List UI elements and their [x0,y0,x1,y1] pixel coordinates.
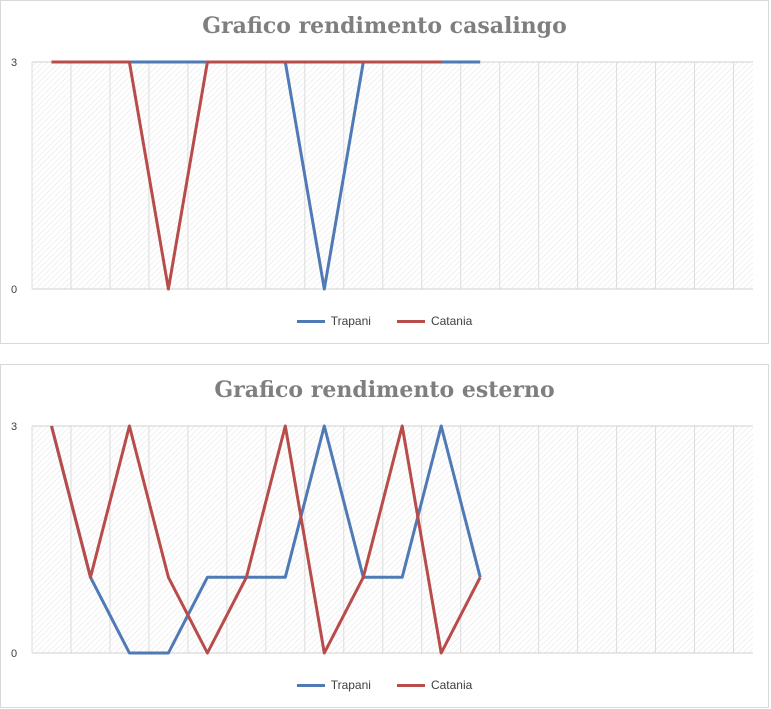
legend-label: Trapani [330,678,371,692]
y-tick-label: 3 [11,57,17,69]
line-chart-away: 03 [11,421,753,660]
series-line-catania [51,60,442,291]
y-tick-label: 3 [11,421,17,433]
chart-title: Grafico rendimento casalingo [202,13,567,39]
chart-title: Grafico rendimento esterno [214,377,555,403]
legend-label: Catania [430,678,473,692]
legend-swatch-catania [396,319,425,323]
legend-item-trapani: Trapani [296,678,371,692]
legend-label: Trapani [330,314,371,328]
line-chart-home: 03 [11,57,753,296]
legend: Trapani Catania [1,678,768,692]
legend-label: Catania [430,314,473,328]
plot-area [32,62,753,289]
legend-swatch-trapani [296,319,325,323]
series-line-catania [50,424,482,655]
series-line-trapani [50,424,482,655]
legend-swatch-trapani [296,683,325,687]
y-tick-label: 0 [11,648,17,660]
legend-swatch-catania [396,683,425,687]
legend: Trapani Catania [1,314,768,328]
legend-item-catania: Catania [396,314,473,328]
legend-item-trapani: Trapani [296,314,371,328]
y-tick-label: 0 [11,284,17,296]
legend-item-catania: Catania [396,678,473,692]
